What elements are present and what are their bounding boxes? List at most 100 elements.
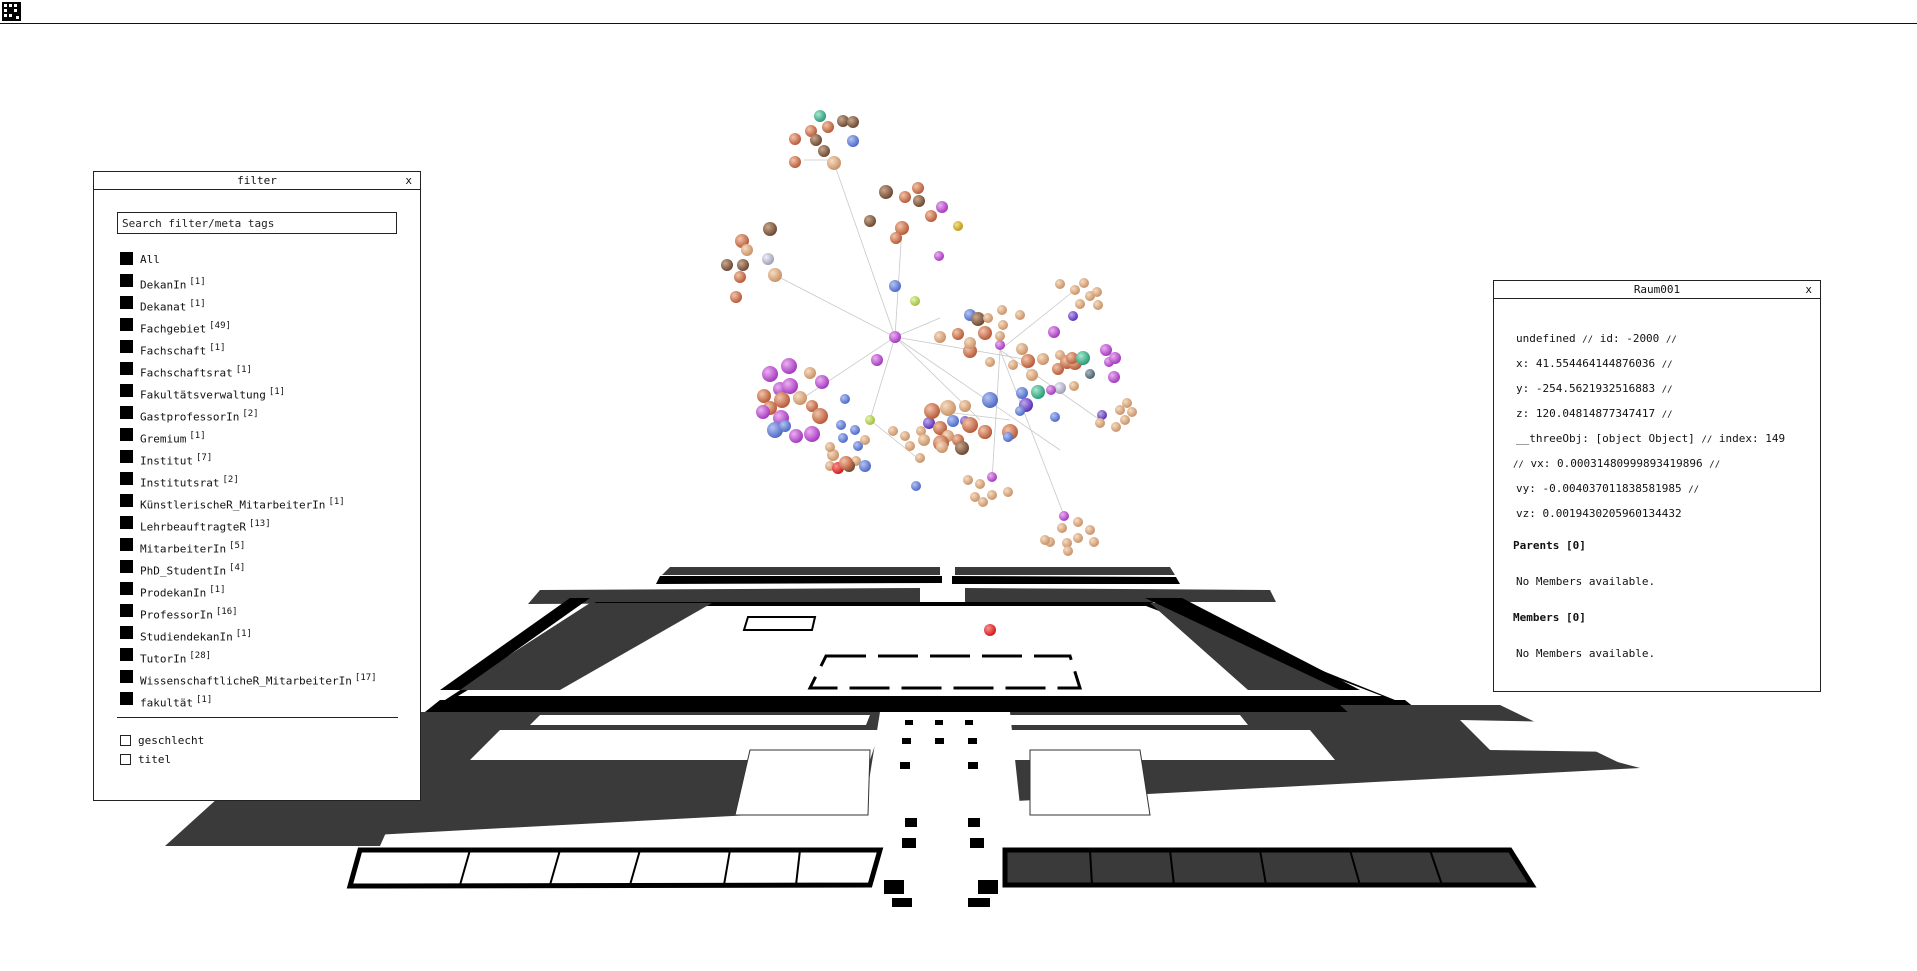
filter-tag-item[interactable]: TutorIn [28] [120,646,377,668]
tag-label: ProfessorIn [16] [140,604,238,624]
filter-tag-item[interactable]: All [120,250,377,272]
filter-tag-item[interactable]: ProfessorIn [16] [120,602,377,624]
filter-tag-item[interactable]: WissenschaftlicheR_MitarbeiterIn [17] [120,668,377,690]
meta-checkbox[interactable] [120,735,131,746]
tag-checkbox[interactable] [120,318,133,331]
tag-name: LehrbeauftragteR [140,520,246,534]
tag-count: [4] [229,563,246,573]
graph-nodes[interactable] [721,110,1137,636]
property-text: id: -2000 [1599,332,1660,345]
filter-panel: filter x AllDekanIn[1]Dekanat[1]Fachgebi… [93,171,421,801]
tag-checkbox[interactable] [120,406,133,419]
tag-checkbox[interactable] [120,340,133,353]
property-line: __threeObj: [object Object] // index: 14… [1516,427,1785,452]
tag-label: Fachgebiet [49] [140,318,231,338]
filter-tag-item[interactable]: DekanIn [1] [120,272,377,294]
filter-tag-list: All DekanIn [1] Dekanat [1] Fachgebiet [49] Fac… [120,250,377,712]
tag-label: ProdekanIn [1] [140,582,226,602]
property-separator: // [1661,385,1673,395]
filter-search-input[interactable] [117,212,397,234]
tag-name: Fachschaftsrat [140,366,233,380]
filter-tag-item[interactable]: MitarbeiterIn [5] [120,536,377,558]
tag-checkbox[interactable] [120,384,133,397]
tag-checkbox[interactable] [120,494,133,507]
tag-name: Dekanat [140,300,187,314]
filter-tag-item[interactable]: Fachgebiet [49] [120,316,377,338]
tag-name: Fachgebiet [140,322,207,336]
meta-tag-item[interactable]: geschlecht [120,731,204,750]
tag-name: fakultät [140,696,193,710]
tag-checkbox[interactable] [120,472,133,485]
filter-tag-item[interactable]: LehrbeauftragteR [13] [120,514,377,536]
tag-label: LehrbeauftragteR [13] [140,516,271,536]
filter-tag-item[interactable]: PhD_StudentIn [4] [120,558,377,580]
tag-checkbox[interactable] [120,516,133,529]
filter-tag-item[interactable]: StudiendekanIn [1] [120,624,377,646]
filter-tag-item[interactable]: GastprofessorIn [2] [120,404,377,426]
tag-checkbox[interactable] [120,670,133,683]
property-line: x: 41.554464144876036 // [1516,352,1785,377]
tag-name: ProfessorIn [140,608,213,622]
grid-app-icon[interactable] [2,2,21,21]
tag-count: [1] [328,497,345,507]
tag-checkbox[interactable] [120,560,133,573]
tag-checkbox[interactable] [120,648,133,661]
tag-label: All [140,252,160,268]
filter-tag-item[interactable]: Fachschaftsrat [1] [120,360,377,382]
property-line: z: 120.04814877347417 // [1516,402,1785,427]
filter-tag-item[interactable]: Institutsrat [2] [120,470,377,492]
tag-count: [1] [195,695,213,705]
detail-panel-header[interactable]: Raum001 x [1494,281,1820,299]
property-text: __threeObj: [object Object] [1516,432,1695,445]
meta-tag-item[interactable]: titel [120,750,204,769]
tag-label: Institutsrat [2] [140,472,239,492]
meta-tag-list: geschlecht titel [120,731,204,769]
property-separator: // [1582,335,1594,345]
tag-checkbox[interactable] [120,274,133,287]
filter-tag-item[interactable]: Fakultätsverwaltung [1] [120,382,377,404]
tag-count: [1] [209,343,226,353]
tag-checkbox[interactable] [120,428,133,441]
tag-checkbox[interactable] [120,692,133,705]
filter-close-button[interactable]: x [405,174,412,187]
tag-checkbox[interactable] [120,604,133,617]
selected-room-node[interactable] [984,624,996,636]
tag-name: GastprofessorIn [140,410,240,424]
filter-tag-item[interactable]: Fachschaft [1] [120,338,377,360]
tag-checkbox[interactable] [120,450,133,463]
property-separator: // [1701,435,1713,445]
filter-tag-item[interactable]: Dekanat [1] [120,294,377,316]
tag-name: Institutsrat [140,476,220,490]
tag-checkbox[interactable] [120,582,133,595]
tag-checkbox[interactable] [120,296,133,309]
meta-label: titel [138,753,172,766]
tag-count: [5] [229,541,246,551]
tag-checkbox[interactable] [120,626,133,639]
filter-tag-item[interactable]: Institut [7] [120,448,377,470]
tag-count: [7] [195,453,213,463]
property-text: index: 149 [1718,432,1786,445]
property-text: vx: 0.00031480999893419896 [1530,457,1703,470]
filter-tag-item[interactable]: Gremium [1] [120,426,377,448]
node-properties: undefined // id: -2000 // x: 41.55446414… [1513,327,1785,526]
tag-checkbox[interactable] [120,362,133,375]
parents-empty-text: No Members available. [1516,575,1656,588]
property-line: // vx: 0.00031480999893419896 // [1513,452,1785,477]
filter-tag-item[interactable]: ProdekanIn [1] [120,580,377,602]
tag-label: Fachschaftsrat [1] [140,362,252,382]
tag-label: Gremium [1] [140,428,206,448]
property-separator: // [1709,460,1721,470]
filter-tag-item[interactable]: KünstlerischeR_MitarbeiterIn [1] [120,492,377,514]
meta-checkbox[interactable] [120,754,131,765]
tag-count: [17] [354,673,377,683]
filter-panel-header[interactable]: filter x [94,172,420,190]
tag-name: WissenschaftlicheR_MitarbeiterIn [140,674,352,688]
tag-label: WissenschaftlicheR_MitarbeiterIn [17] [140,670,377,690]
tag-checkbox[interactable] [120,252,133,265]
tag-label: Fakultätsverwaltung [1] [140,384,285,404]
tag-count: [1] [189,431,206,441]
filter-tag-item[interactable]: fakultät [1] [120,690,377,712]
detail-close-button[interactable]: x [1805,283,1812,296]
tag-checkbox[interactable] [120,538,133,551]
